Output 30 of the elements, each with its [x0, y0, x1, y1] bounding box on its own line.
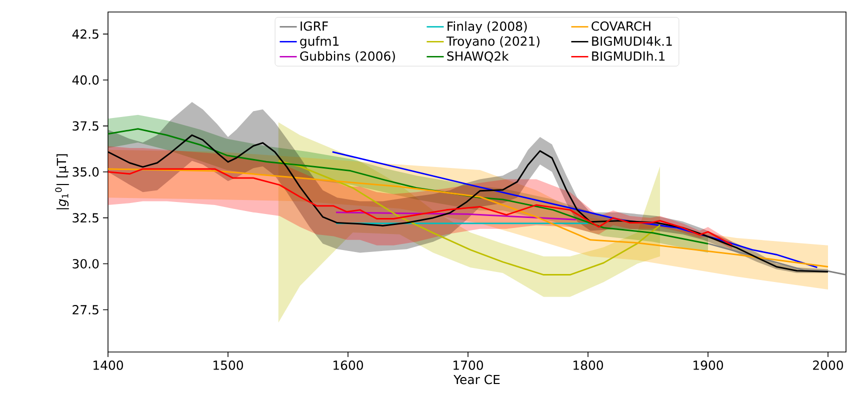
legend-label: BIGMUDI4k.1	[592, 36, 672, 46]
legend-label: COVARCH	[592, 21, 650, 31]
y-tick-label: 27.5	[72, 305, 98, 314]
line-series	[108, 128, 709, 244]
x-axis-title: Year CE	[454, 374, 500, 384]
y-tick-label: 30.0	[72, 259, 99, 268]
line-series	[707, 242, 846, 276]
legend-label: Troyano (2021)	[446, 36, 540, 48]
y-tick-label: 35.0	[72, 167, 99, 177]
legend-label: Gubbins (2006)	[300, 51, 395, 62]
x-tick-label: 1700	[454, 360, 484, 370]
line-series	[332, 151, 818, 268]
x-tick-label: 1800	[574, 360, 604, 370]
x-tick-label: 1500	[214, 360, 244, 370]
legend-label: IGRF	[300, 21, 328, 31]
y-tick-label: 40.0	[72, 75, 99, 85]
x-tick-label: 1400	[94, 360, 124, 370]
x-tick-label: 1900	[694, 360, 724, 370]
legend-label: Finlay (2008)	[448, 21, 527, 34]
x-tick-label: 2000	[813, 360, 844, 370]
legend-label: SHAWQ2k	[447, 51, 509, 62]
legend-label: gufm1	[300, 36, 339, 48]
legend-label: BIGMUDIh.1	[592, 51, 665, 61]
line-series	[278, 160, 661, 276]
line-series	[108, 168, 829, 268]
y-tick-label: 37.5	[72, 121, 98, 131]
y-tick-label: 32.5	[72, 213, 98, 223]
y-tick-label: 42.5	[72, 29, 98, 39]
x-tick-label: 1600	[334, 360, 364, 370]
y-axis-title: |g$_{1}$$^{0}$| [µT]	[55, 154, 69, 210]
